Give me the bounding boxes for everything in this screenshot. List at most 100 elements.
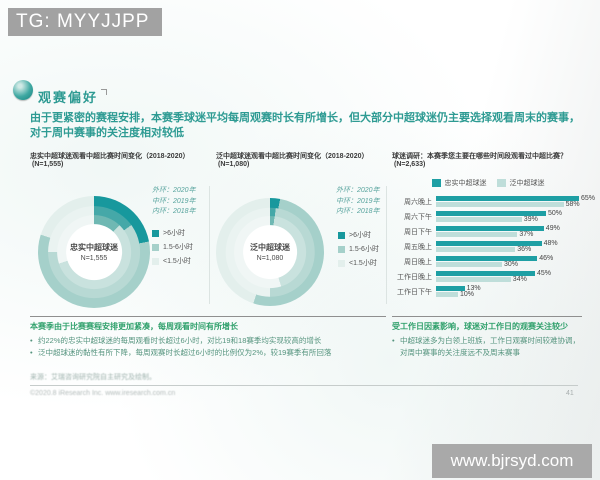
bar-value-label: 50% — [548, 209, 563, 217]
footer-page-number: 41 — [566, 390, 574, 397]
bar-chart-sample: (N=2,633) — [394, 161, 426, 169]
bar-value-label: 49% — [545, 224, 560, 232]
watermark-bottom: www.bjrsyd.com — [432, 444, 592, 478]
legend-label: 泛中超球迷 — [509, 180, 545, 187]
bar-casual — [436, 246, 516, 252]
donut-chart-loyal — [38, 196, 150, 308]
legend-item: >6小时 — [338, 230, 379, 240]
bar-value-label: 45% — [537, 269, 552, 277]
bar-loyal — [436, 225, 544, 231]
bar-value-label: 30% — [504, 260, 519, 268]
donut-loyal-legend: >6小时 1.5-6小时 <1.5小时 — [152, 228, 193, 270]
legend-swatch-icon — [152, 243, 159, 251]
legend-item: <1.5小时 — [152, 256, 193, 266]
bar-area: 65% 58% — [436, 194, 596, 208]
bar-area: 46% 30% — [436, 254, 592, 268]
donut-ring-hole — [57, 215, 131, 289]
bar-row: 周六晚上 65% 58% — [392, 194, 596, 209]
footer-source-text: 来源：艾瑞咨询研究院自主研究及绘制。 — [30, 374, 156, 381]
bar-chart-rows: 周六晚上 65% 58% 周六下午 50% 39% 周日下午 49% 37% 周五晚上 48% 36%… — [392, 194, 596, 299]
bar-casual — [436, 201, 564, 207]
watermark-top: TG: MYYJJPP — [8, 8, 162, 36]
donut-casual-legend: >6小时 1.5-6小时 <1.5小时 — [338, 230, 379, 272]
donut-casual-ring-note: 外环：2020年 中环：2019年 内环：2018年 — [336, 186, 380, 218]
bar-chart-title: 球迷调研：本赛季您主要在哪些时间段观看过中超比赛？ — [392, 153, 567, 160]
ring-note-inner: 内环：2018年 — [152, 208, 196, 215]
legend-item: 1.5-6小时 — [152, 242, 193, 252]
bar-casual — [436, 231, 518, 237]
insight-bullet: 约22%的忠实中超球迷的每周观看时长超过6小时，对比19和18赛季均实现较高的增… — [30, 335, 386, 347]
bar-value-label: 39% — [523, 215, 538, 223]
donut-loyal-center-sub: N=1,555 — [80, 255, 108, 262]
donut-ring-hole — [48, 206, 140, 298]
panel-loyal-fans: 忠实中超球迷观看中超比赛时间变化（2018-2020） (N=1,555) — [30, 152, 210, 168]
legend-swatch-icon — [338, 231, 345, 239]
bar-area: 50% 39% — [436, 209, 592, 223]
bar-casual — [436, 276, 511, 282]
insight-left-bullets: 约22%的忠实中超球迷的每周观看时长超过6小时，对比19和18赛季均实现较高的增… — [30, 335, 386, 358]
bar-casual — [436, 216, 522, 222]
legend-item: 1.5-6小时 — [338, 244, 379, 254]
donut-casual-center-sub: N=1,080 — [256, 255, 284, 262]
panel-divider-1 — [209, 186, 210, 304]
page-title: 观赛偏好 — [38, 87, 108, 106]
bar-category-label: 工作日下午 — [397, 288, 432, 296]
watermark-bottom-text: www.bjrsyd.com — [450, 451, 574, 470]
bar-loyal — [436, 255, 538, 261]
bar-value-label: 36% — [517, 245, 532, 253]
legend-swatch-icon — [152, 229, 159, 237]
legend-label: >6小时 — [349, 232, 371, 239]
panel-casual-fans: 泛中超球迷观看中超比赛时间变化（2018-2020） (N=1,080) — [216, 152, 396, 168]
bar-area: 45% 34% — [436, 269, 592, 283]
legend-label: <1.5小时 — [349, 260, 377, 267]
bar-value-label: 10% — [460, 290, 475, 298]
legend-item: 忠实中超球迷 — [431, 178, 487, 188]
bar-casual — [436, 261, 502, 267]
ring-note-outer: 外环：2020年 — [152, 187, 196, 194]
ring-note-inner: 内环：2018年 — [336, 208, 380, 215]
legend-swatch-icon — [152, 257, 159, 265]
bar-value-label: 34% — [512, 275, 527, 283]
bar-row: 周日下午 49% 37% — [392, 224, 592, 239]
insight-left-headline: 本赛季由于比赛赛程安排更加紧凑，每周观看时间有所增长 — [30, 322, 238, 331]
bar-value-label: 58% — [565, 200, 580, 208]
legend-item: <1.5小时 — [338, 258, 379, 268]
legend-label: 1.5-6小时 — [163, 244, 193, 251]
donut-casual-title: 泛中超球迷观看中超比赛时间变化（2018-2020） — [216, 153, 369, 160]
insight-bullet: 中超球迷多为白领上班族，工作日观赛时间较难协调，对周中赛事的关注度远不及周末赛事 — [392, 335, 582, 358]
bar-loyal — [436, 240, 542, 246]
donut-chart-casual — [216, 198, 324, 306]
donut-ring-hole — [225, 207, 315, 297]
insight-right-bullets: 中超球迷多为白领上班族，工作日观赛时间较难协调，对周中赛事的关注度远不及周末赛事 — [392, 335, 582, 358]
ring-note-outer: 外环：2020年 — [336, 187, 380, 194]
bar-area: 13% 10% — [436, 285, 592, 298]
bar-value-label: 48% — [543, 239, 558, 247]
footer-divider — [30, 385, 578, 386]
bar-value-label: 46% — [539, 254, 554, 262]
bar-area: 48% 36% — [436, 239, 592, 253]
bar-value-label: 37% — [519, 230, 534, 238]
insight-right-headline: 受工作日因素影响，球迷对工作日的观赛关注较少 — [392, 322, 568, 331]
insight-box-left: 本赛季由于比赛赛程安排更加紧凑，每周观看时间有所增长 约22%的忠实中超球迷的每… — [30, 316, 386, 358]
bar-category-label: 周五晚上 — [404, 243, 432, 251]
legend-item: 泛中超球迷 — [496, 178, 545, 188]
legend-swatch-icon — [338, 259, 345, 267]
bar-row: 周六下午 50% 39% — [392, 209, 592, 224]
donut-ring-hole — [242, 224, 297, 279]
donut-loyal-title: 忠实中超球迷观看中超比赛时间变化（2018-2020） — [30, 153, 190, 160]
donut-ring-hole — [234, 216, 306, 288]
legend-swatch-icon — [338, 245, 345, 253]
bar-category-label: 周日晚上 — [404, 258, 432, 266]
bar-loyal — [436, 285, 465, 291]
donut-loyal-center-title: 忠实中超球迷 — [70, 243, 118, 252]
legend-label: >6小时 — [163, 230, 185, 237]
bar-category-label: 周日下午 — [404, 228, 432, 236]
panel-divider-2 — [386, 186, 387, 304]
legend-label: <1.5小时 — [163, 258, 191, 265]
legend-label: 忠实中超球迷 — [444, 180, 487, 187]
page-subtitle: 由于更紧密的赛程安排，本赛季球迷平均每周观赛时长有所增长，但大部分中超球迷仍主要… — [30, 112, 580, 140]
donut-loyal-center-label: 忠实中超球迷 N=1,555 — [38, 196, 150, 308]
legend-swatch-icon — [431, 179, 441, 187]
bar-value-label: 65% — [581, 194, 596, 202]
